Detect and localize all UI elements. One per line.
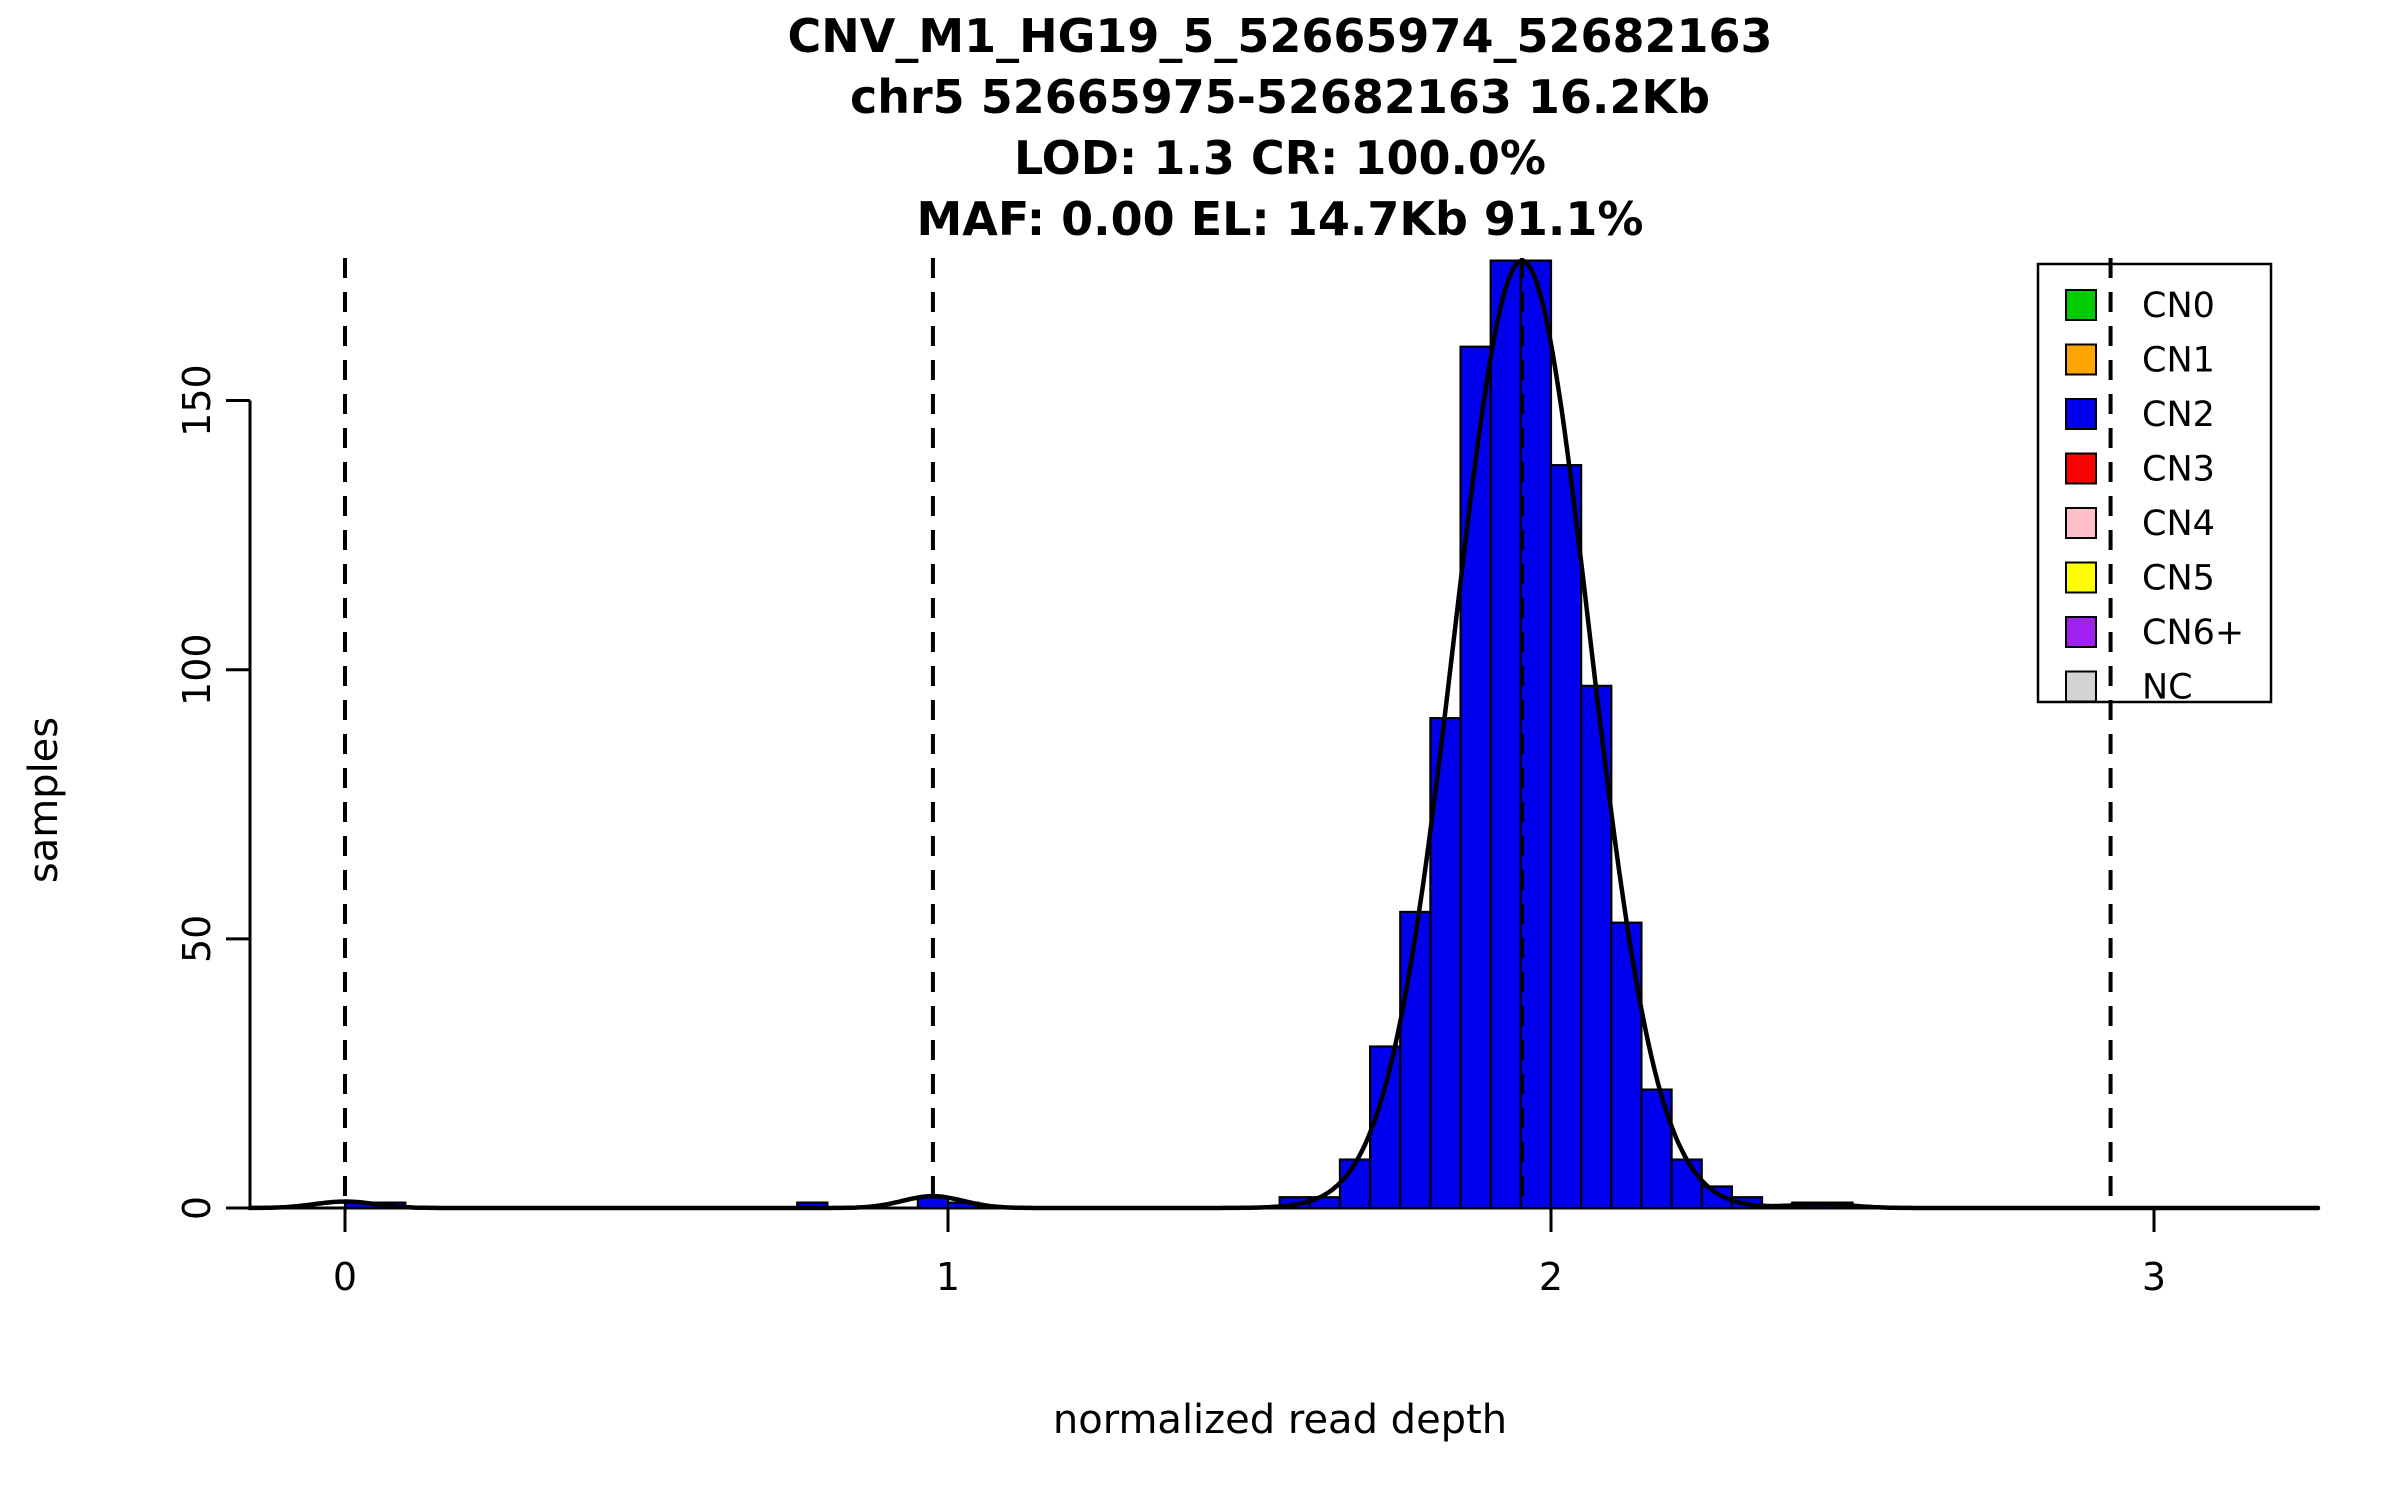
x-tick-label: 0 [333, 1255, 357, 1299]
legend-label-NC: NC [2142, 668, 2193, 708]
histogram-bar [1368, 1045, 1402, 1210]
y-tick-label: 150 [175, 364, 219, 437]
legend-label-CN1: CN1 [2142, 341, 2215, 381]
histogram-bar [1610, 921, 1643, 1210]
legend-swatch-CN3 [2065, 452, 2097, 485]
y-tick-label: 100 [175, 633, 219, 706]
legend-label-CN6+: CN6+ [2142, 613, 2244, 653]
legend-label-CN3: CN3 [2142, 450, 2215, 490]
chart-title-block: CNV_M1_HG19_5_52665974_52682163 chr5 526… [160, 6, 2400, 250]
histogram-bar [1549, 464, 1583, 1210]
y-tick-label: 50 [175, 915, 219, 963]
title-line-1: CNV_M1_HG19_5_52665974_52682163 [787, 9, 1773, 63]
x-tick-label: 3 [2142, 1255, 2166, 1299]
legend-label-CN4: CN4 [2142, 504, 2215, 544]
legend-swatch-CN1 [2065, 343, 2097, 376]
histogram-bar [1670, 1158, 1703, 1210]
legend-swatch-NC [2065, 670, 2097, 703]
histogram-bar [1489, 259, 1522, 1210]
title-line-2: chr5 52665975-52682163 16.2Kb [849, 70, 1710, 124]
legend-swatch-CN5 [2065, 561, 2097, 594]
title-line-3: LOD: 1.3 CR: 100.0% [1013, 131, 1547, 185]
x-tick-label: 2 [1539, 1255, 1563, 1299]
legend-label-CN0: CN0 [2142, 286, 2215, 326]
legend-label-CN2: CN2 [2142, 395, 2215, 435]
title-line-4: MAF: 0.00 EL: 14.7Kb 91.1% [916, 192, 1644, 246]
x-axis-label: normalized read depth [1052, 1397, 1508, 1443]
legend-swatch-CN2 [2065, 398, 2097, 430]
histogram-bar [1459, 345, 1492, 1210]
fit-curve [247, 258, 2321, 1211]
histogram-bar [1399, 910, 1432, 1210]
legend-swatch-CN4 [2065, 507, 2097, 539]
x-tick-label: 1 [936, 1255, 960, 1299]
legend-swatch-CN6+ [2065, 616, 2097, 648]
y-tick-label: 0 [175, 1196, 219, 1220]
histogram-bar [1519, 259, 1553, 1210]
legend-label-CN5: CN5 [2142, 559, 2215, 599]
legend-swatch-CN0 [2065, 289, 2097, 321]
